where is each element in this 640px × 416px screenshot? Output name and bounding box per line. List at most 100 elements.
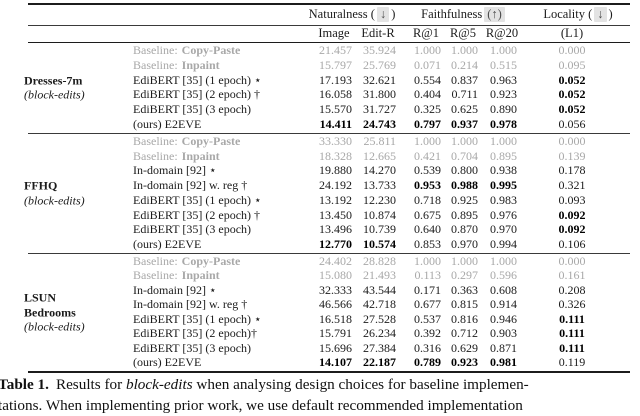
metric-value: 0.815 xyxy=(440,298,478,313)
column-header-r20: R@20 xyxy=(472,26,532,41)
metric-value: 22.187 xyxy=(358,356,396,371)
metric-value: 17.193 xyxy=(268,73,352,88)
metric-value: 0.052 xyxy=(534,87,610,102)
metric-value: 0.625 xyxy=(440,102,478,117)
method-name: EdiBERT [35] (1 epoch) ⋆ xyxy=(133,312,262,327)
method-label: EdiBERT [35] (2 epoch) † xyxy=(133,208,260,223)
metric-value: 10.739 xyxy=(358,223,396,238)
metric-value: 13.496 xyxy=(268,223,352,238)
method-name: EdiBERT [35] (3 epoch) xyxy=(133,222,251,237)
metric-value: 0.056 xyxy=(534,117,610,132)
method-label: Baseline:Inpaint xyxy=(133,149,220,164)
metric-value: 15.797 xyxy=(268,58,352,73)
metric-value: 0.988 xyxy=(440,178,478,193)
group-label: Locality ( xyxy=(543,7,592,22)
baseline-prefix: Baseline: xyxy=(133,43,178,58)
metric-value: 12.230 xyxy=(358,193,396,208)
metric-value: 0.895 xyxy=(440,208,478,223)
method-label: Baseline:Copy-Paste xyxy=(133,134,240,149)
metric-value: 0.596 xyxy=(479,269,517,284)
metric-value: 14.411 xyxy=(268,117,352,132)
metric-value: 0.983 xyxy=(479,193,517,208)
method-name: In-domain [92] w. reg † xyxy=(133,297,247,312)
method-label: EdiBERT [35] (3 epoch) xyxy=(133,341,251,356)
metric-value: 0.297 xyxy=(440,269,478,284)
metric-value: 0.404 xyxy=(403,87,441,102)
method-label: In-domain [92] ⋆ xyxy=(133,283,217,298)
metric-value: 0.325 xyxy=(403,102,441,117)
metric-value: 0.554 xyxy=(403,73,441,88)
metric-value: 1.000 xyxy=(440,134,478,149)
metric-value: 0.629 xyxy=(440,341,478,356)
table-bottom-rule xyxy=(28,371,630,373)
metric-value: 0.092 xyxy=(534,223,610,238)
metric-value: 0.171 xyxy=(403,283,441,298)
metric-value: 25.811 xyxy=(358,134,396,149)
metric-value: 0.923 xyxy=(440,356,478,371)
metric-value: 14.270 xyxy=(358,164,396,179)
metric-value: 0.000 xyxy=(534,134,610,149)
metric-value: 0.139 xyxy=(534,149,610,164)
metric-value: 0.677 xyxy=(403,298,441,313)
metric-value: 25.769 xyxy=(358,58,396,73)
metric-value: 46.566 xyxy=(268,298,352,313)
metric-value: 26.234 xyxy=(358,327,396,342)
metric-value: 1.000 xyxy=(403,254,441,269)
method-label: (ours) E2EVE xyxy=(133,237,201,252)
method-label: Baseline:Inpaint xyxy=(133,269,220,284)
method-label: EdiBERT [35] (1 epoch) ⋆ xyxy=(133,312,262,327)
metric-value: 0.923 xyxy=(479,87,517,102)
metric-value: 33.330 xyxy=(268,134,352,149)
metric-value: 27.384 xyxy=(358,341,396,356)
metric-value: 0.963 xyxy=(479,73,517,88)
metric-value: 0.711 xyxy=(440,87,478,102)
baseline-prefix: Baseline: xyxy=(133,134,178,149)
metric-value: 0.976 xyxy=(479,208,517,223)
method-name: Inpaint xyxy=(182,58,220,73)
metric-value: 1.000 xyxy=(479,254,517,269)
metric-value: 0.853 xyxy=(403,237,441,252)
metric-value: 0.093 xyxy=(534,193,610,208)
metric-value: 0.718 xyxy=(403,193,441,208)
metric-value: 24.192 xyxy=(268,178,352,193)
up-arrow-icon: (↑) xyxy=(484,7,505,22)
method-name: (ours) E2EVE xyxy=(133,237,201,252)
method-label: In-domain [92] ⋆ xyxy=(133,164,217,179)
metric-value: 13.192 xyxy=(268,193,352,208)
metric-column-header-row: Image Edit-R R@1 R@5 R@20 (L1) xyxy=(28,26,630,41)
metric-value: 16.058 xyxy=(268,87,352,102)
metric-value: 0.937 xyxy=(440,117,478,132)
table-caption: Table 1.Results for block-edits when ana… xyxy=(0,375,640,416)
metric-value: 0.903 xyxy=(479,327,517,342)
metric-value: 0.938 xyxy=(479,164,517,179)
column-group-naturalness: Naturalness (↓) xyxy=(292,3,412,25)
caption-label: Table 1. xyxy=(0,376,49,393)
dataset-block-dresses-7m: Dresses-7m(block-edits)Baseline:Copy-Pas… xyxy=(28,43,630,132)
metric-value: 0.816 xyxy=(440,312,478,327)
metric-value: 0.870 xyxy=(440,223,478,238)
metric-value: 0.000 xyxy=(534,43,610,58)
metric-value: 12.770 xyxy=(268,237,352,252)
group-label-close: ) xyxy=(391,7,395,22)
column-group-locality: Locality (↓) xyxy=(518,3,638,25)
metric-value: 0.119 xyxy=(534,356,610,371)
metric-value: 0.111 xyxy=(534,341,610,356)
caption-text: when analysing design choices for baseli… xyxy=(196,376,528,393)
baseline-prefix: Baseline: xyxy=(133,58,178,73)
group-label-close: ) xyxy=(609,7,613,22)
method-label: (ours) E2EVE xyxy=(133,117,201,132)
metric-value: 0.214 xyxy=(440,58,478,73)
metric-value: 1.000 xyxy=(479,134,517,149)
method-name: EdiBERT [35] (2 epoch) † xyxy=(133,87,260,102)
metric-value: 0.704 xyxy=(440,149,478,164)
metric-value: 0.981 xyxy=(479,356,517,371)
down-arrow-icon: ↓ xyxy=(377,7,389,22)
metric-value: 0.113 xyxy=(403,269,441,284)
method-label: (ours) E2EVE xyxy=(133,356,201,371)
